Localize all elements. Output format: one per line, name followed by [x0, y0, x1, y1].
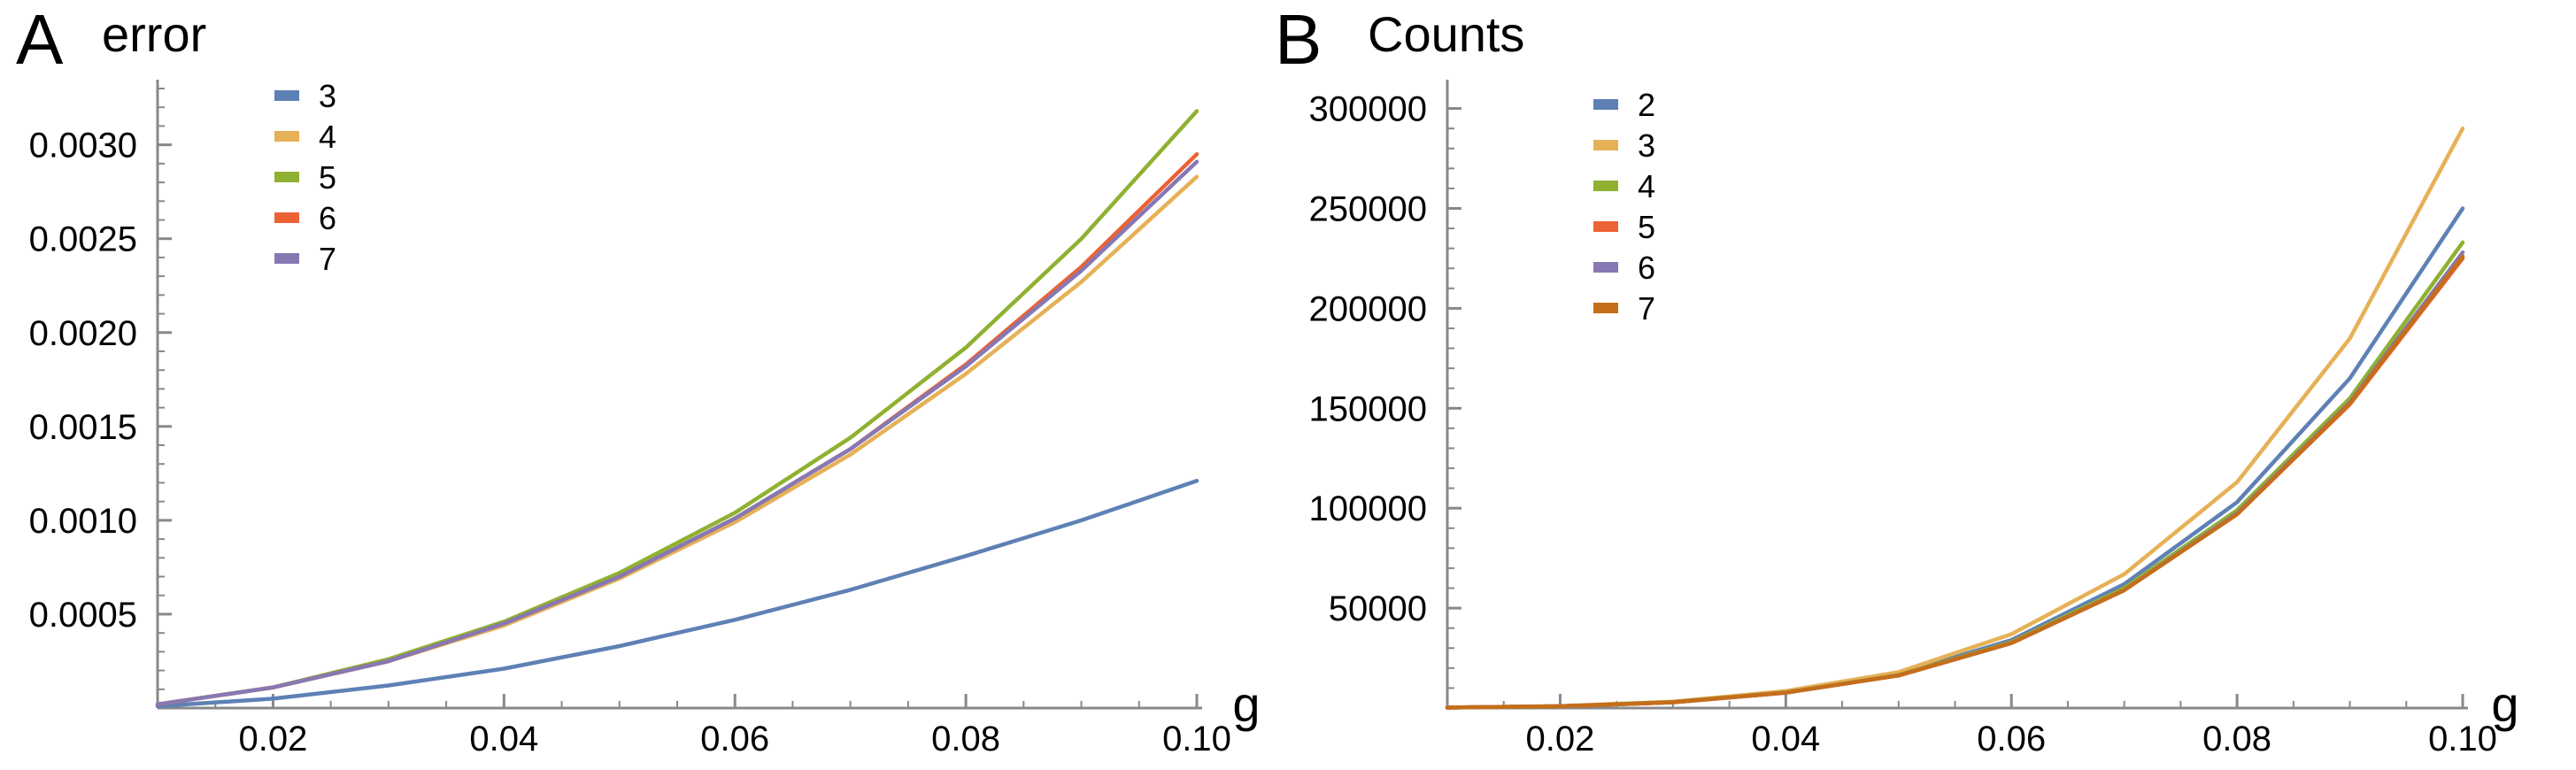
panel-a-legend-swatch-7 [274, 253, 299, 264]
panel-a-series-line-4 [155, 174, 1199, 707]
panel-b-legend-label-2: 2 [1638, 87, 1655, 123]
panel-b-legend-label-3: 3 [1638, 127, 1655, 164]
panel-b-series-line-2 [1445, 206, 2465, 710]
panel-a-x-tick-label: 0.02 [239, 720, 308, 758]
panel-b-y-tick-label: 250000 [1309, 189, 1427, 228]
panel-a-legend-swatch-4 [274, 131, 299, 142]
panel-b-x-tick-label: 0.06 [1977, 720, 2046, 758]
panel-b-legend-label-4: 4 [1638, 168, 1655, 204]
panel-b-series-line-7 [1445, 254, 2465, 710]
panel-b-counts-chart: B Counts 0.02 0.04 0.06 0.08 0.10 50000 100000 15… [1275, 0, 2519, 758]
panel-b-legend-swatch-7 [1593, 303, 1618, 313]
panel-a-series-line-7 [155, 159, 1199, 707]
panel-a-y-tick-label: 0.0015 [29, 408, 137, 447]
panel-b-legend-swatch-4 [1593, 181, 1618, 191]
panel-a-legend-label-3: 3 [319, 78, 336, 114]
panel-b-x-tick-label: 0.02 [1526, 720, 1595, 758]
panel-b-y-tick-label: 100000 [1309, 489, 1427, 528]
panel-a-x-tick-label: 0.06 [700, 720, 769, 758]
panel-b-series-line-5 [1445, 256, 2465, 710]
panel-b-legend-label-5: 5 [1638, 209, 1655, 245]
panel-b-y-tick-label: 150000 [1309, 389, 1427, 428]
panel-b-legend-label-7: 7 [1638, 290, 1655, 327]
panel-a-legend-label-5: 5 [319, 159, 336, 196]
panel-b-series-line-3 [1445, 126, 2465, 710]
panel-b-x-axis-label: g [2491, 676, 2518, 732]
panel-b-y-tick-label: 200000 [1309, 289, 1427, 328]
panel-a-y-tick-label: 0.0010 [29, 502, 137, 541]
panel-a-x-tick-label: 0.10 [1162, 720, 1231, 758]
panel-b-x-tick-label: 0.10 [2428, 720, 2497, 758]
panel-b-title: Counts [1368, 6, 1524, 62]
panel-b-legend-swatch-3 [1593, 140, 1618, 150]
panel-b-series-line-6 [1445, 250, 2465, 710]
panel-a-x-tick-label: 0.08 [931, 720, 1000, 758]
panel-b-legend-swatch-2 [1593, 99, 1618, 110]
panel-a-legend-label-7: 7 [319, 241, 336, 277]
panel-a-y-tick-label: 0.0025 [29, 220, 137, 259]
panel-a-y-tick-label: 0.0005 [29, 596, 137, 635]
panel-a-legend-label-6: 6 [319, 200, 336, 236]
panel-a-series-line-6 [155, 151, 1199, 707]
panel-a-series-line-5 [155, 109, 1199, 707]
panel-b-legend-label-6: 6 [1638, 250, 1655, 286]
panel-a-series-line-3 [155, 479, 1199, 709]
panel-b-x-tick-label: 0.08 [2202, 720, 2271, 758]
panel-a-legend-swatch-5 [274, 172, 299, 182]
panel-a-legend: 3 4 5 6 7 [274, 78, 336, 277]
panel-b-legend-swatch-6 [1593, 262, 1618, 273]
panel-a-x-axis-label: g [1232, 676, 1260, 732]
panel-a-legend-label-4: 4 [319, 119, 336, 155]
panel-a-panel-letter: A [16, 0, 64, 79]
panel-b-legend: 2 3 4 5 6 7 [1593, 87, 1655, 327]
panel-a-legend-swatch-6 [274, 212, 299, 223]
panel-b-x-tick-label: 0.04 [1751, 720, 1820, 758]
panel-b-legend-swatch-5 [1593, 221, 1618, 232]
panel-b-y-tick-label: 300000 [1309, 90, 1427, 129]
panel-a-y-tick-label: 0.0020 [29, 314, 137, 353]
panel-b-y-tick-label: 50000 [1329, 589, 1427, 628]
panel-a-legend-swatch-3 [274, 90, 299, 101]
panel-a-y-tick-label: 0.0030 [29, 127, 137, 166]
panel-b-panel-letter: B [1275, 0, 1322, 79]
panel-a-title: error [102, 6, 206, 62]
panel-a-x-tick-label: 0.04 [469, 720, 538, 758]
